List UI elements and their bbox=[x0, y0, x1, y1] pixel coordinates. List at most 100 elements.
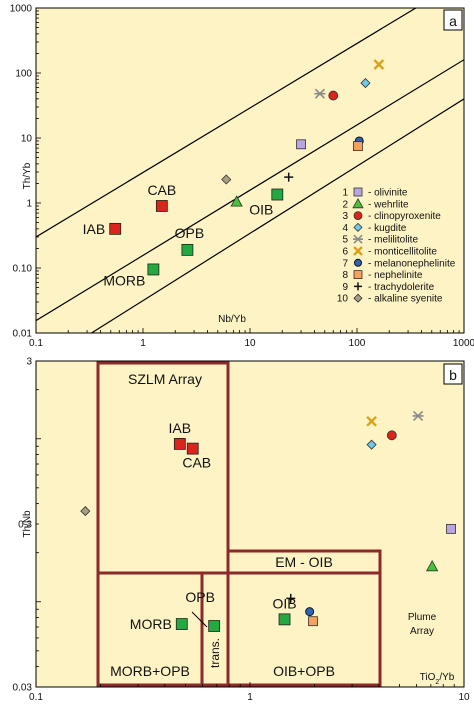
field-trans bbox=[200, 571, 230, 687]
panel-b-sample-2 bbox=[425, 559, 439, 572]
panel-a-y-axis-label: Th/Yb bbox=[22, 162, 33, 189]
legend-number-9: 9 bbox=[342, 282, 348, 293]
panel-b-ref-label-morb: MORB bbox=[130, 616, 172, 632]
panel-a-boundary-line-2 bbox=[36, 59, 464, 322]
legend-label-6: - monticellitolite bbox=[368, 247, 437, 258]
legend-number-2: 2 bbox=[342, 199, 348, 210]
panel-a-x-tick-label: 1000 bbox=[453, 338, 474, 349]
legend-number-6: 6 bbox=[342, 247, 348, 258]
panel-b-plot-area bbox=[35, 360, 465, 688]
panel-b-ref-label-opb: OPB bbox=[185, 589, 215, 605]
panel-a-letter-box bbox=[443, 9, 463, 31]
panel-b-sample-9 bbox=[286, 593, 296, 603]
panel-a-ref-label-oib: OIB bbox=[249, 202, 273, 218]
legend-marker-6 bbox=[353, 246, 363, 256]
panel-a-y-tick-label: 1000 bbox=[10, 4, 33, 15]
panel-b-y-tick-label: 0.3 bbox=[18, 520, 32, 531]
panel-a: 0.1 1 10 100 1000 0.01 0.10 1 10 100 1000 IAB CAB OP… bbox=[10, 4, 474, 350]
panel-b-x-axis-label: TiO2/Yb bbox=[420, 672, 455, 686]
panel-a-sample-2 bbox=[230, 195, 243, 207]
panel-b-sample-8 bbox=[308, 616, 318, 627]
legend-marker-7 bbox=[354, 258, 362, 267]
legend-number-5: 5 bbox=[342, 235, 348, 246]
legend-marker-3 bbox=[353, 211, 363, 221]
opb-leader-line bbox=[191, 611, 208, 628]
panel-a-plot-area bbox=[35, 7, 465, 334]
legend-marker-10 bbox=[353, 293, 363, 303]
panel-a-ref-label-morb: MORB bbox=[103, 272, 145, 288]
field-label-trans: trans. bbox=[208, 638, 222, 668]
panel-b-sample-1 bbox=[446, 523, 456, 534]
legend-marker-4 bbox=[353, 222, 363, 232]
panel-b-letter-box bbox=[443, 363, 463, 385]
panel-a-sample-8 bbox=[353, 141, 363, 152]
legend-marker-1 bbox=[353, 187, 363, 197]
legend-number-3: 3 bbox=[342, 211, 348, 222]
panel-b-sample-10 bbox=[80, 506, 91, 517]
legend-number-4: 4 bbox=[342, 223, 348, 234]
panel-a-sample-3 bbox=[328, 90, 339, 101]
panel-a-sample-5 bbox=[314, 88, 326, 99]
panel-b-sample-6 bbox=[366, 415, 377, 427]
panel-b-sample-4 bbox=[366, 439, 377, 450]
legend-marker-9 bbox=[354, 282, 362, 291]
panel-a-y-tick-label: 0.01 bbox=[13, 329, 33, 340]
panel-a-x-tick-label: 1 bbox=[140, 338, 146, 349]
legend-number-8: 8 bbox=[342, 270, 348, 281]
panel-a-ref-label-iab: IAB bbox=[83, 221, 106, 237]
field-label-plume-array: Plume Array bbox=[408, 612, 437, 637]
panel-b-letter: b bbox=[449, 367, 457, 383]
legend-label-7: - melanonephelinite bbox=[368, 258, 456, 269]
field-label-em-oib: EM - OIB bbox=[275, 554, 333, 570]
panel-a-letter: a bbox=[449, 13, 457, 29]
panel-b-sample-7 bbox=[305, 607, 315, 617]
panel-a-ref-point-cab bbox=[155, 200, 168, 212]
panel-b-sample-5 bbox=[412, 410, 424, 422]
panel-a-ref-point-opb bbox=[181, 243, 194, 256]
panel-a-ref-point-iab bbox=[109, 222, 122, 235]
panel-a-boundary-line-3 bbox=[91, 98, 464, 333]
legend-label-8: - nephelinite bbox=[368, 270, 423, 281]
panel-a-sample-1 bbox=[296, 139, 306, 150]
panel-a-y-tick-label: 10 bbox=[21, 134, 33, 145]
legend-number-1: 1 bbox=[342, 188, 348, 199]
legend-number-7: 7 bbox=[342, 258, 348, 269]
legend-label-3: - clinopyroxenite bbox=[368, 211, 441, 222]
panel-b-x-tick-label: 10 bbox=[458, 692, 470, 703]
panel-a-x-tick-label: 10 bbox=[244, 338, 256, 349]
panel-a-sample-4 bbox=[360, 78, 371, 89]
legend-label-2: - wehrlite bbox=[368, 199, 409, 210]
legend-label-9: - trachydolerite bbox=[368, 282, 435, 293]
panel-b-ref-point-oib bbox=[278, 613, 291, 626]
panel-a-x-tick-label: 0.1 bbox=[29, 338, 43, 349]
panel-a-boundary-line-1 bbox=[36, 8, 417, 238]
panel-b-ref-point-cab bbox=[186, 442, 199, 455]
panel-b-x-tick-label: 0.1 bbox=[29, 692, 43, 703]
panel-a-ref-point-oib bbox=[271, 188, 284, 201]
panel-b-y-tick-label: 3 bbox=[26, 357, 32, 368]
panel-a-ref-label-opb: OPB bbox=[175, 225, 205, 241]
panel-b-y-axis-label: Th/Nb bbox=[22, 510, 33, 538]
panel-a-y-tick-label: 0.10 bbox=[13, 264, 33, 275]
legend-marker-8 bbox=[353, 270, 363, 280]
legend-label-5: - melilitolite bbox=[368, 235, 418, 246]
panel-a-sample-10 bbox=[221, 174, 232, 185]
panel-a-sample-6 bbox=[373, 59, 385, 70]
legend-marker-2 bbox=[352, 197, 364, 209]
panel-b: SZLM Array EM - OIB MORB+OPB trans. OIB+… bbox=[13, 357, 470, 704]
panel-b-sample-3 bbox=[386, 430, 397, 441]
panel-b-ref-point-morb bbox=[175, 618, 188, 630]
panel-a-x-tick-label: 100 bbox=[349, 338, 366, 349]
legend-label-4: - kugdite bbox=[368, 223, 407, 234]
panel-a-x-axis-label: Nb/Yb bbox=[218, 314, 246, 325]
panel-b-y-tick-label: 0.03 bbox=[13, 683, 33, 694]
panel-b-ref-label-cab: CAB bbox=[182, 455, 211, 471]
panel-a-y-tick-label: 100 bbox=[15, 69, 32, 80]
panel-b-ref-label-iab: IAB bbox=[169, 420, 192, 436]
panel-a-y-tick-label: 1 bbox=[26, 199, 32, 210]
field-label-szlm-array: SZLM Array bbox=[128, 371, 202, 387]
field-label-oib-opb: OIB+OPB bbox=[273, 663, 335, 679]
field-label-morb-opb: MORB+OPB bbox=[110, 663, 190, 679]
panel-a-ref-label-cab: CAB bbox=[147, 182, 176, 198]
